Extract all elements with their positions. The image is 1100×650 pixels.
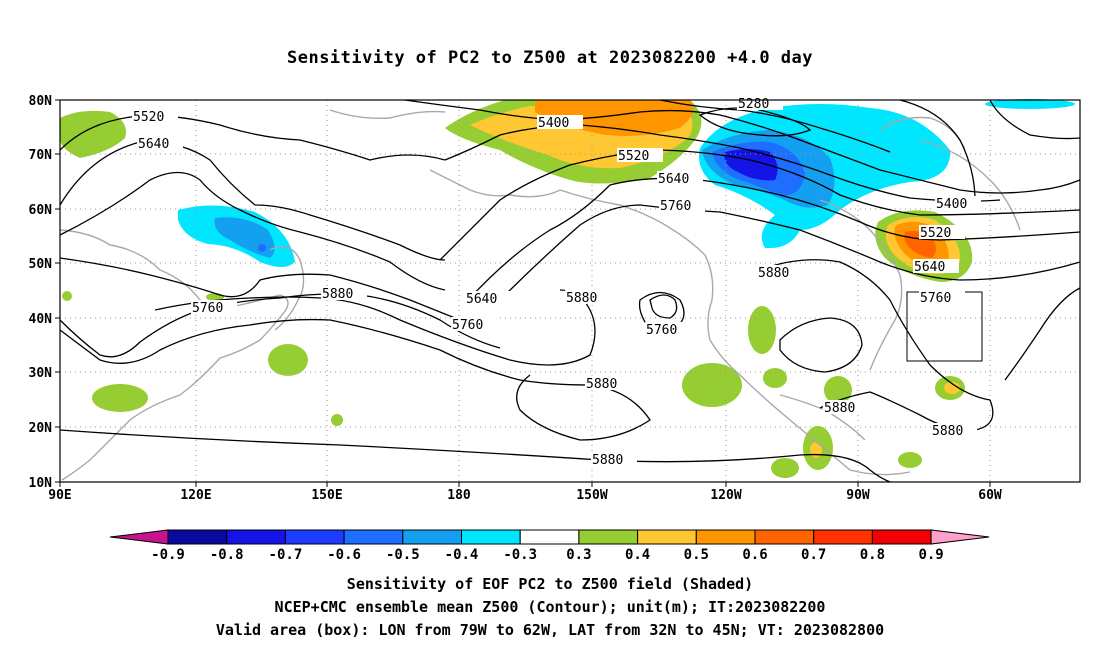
colorbar-swatch	[754, 529, 815, 545]
colorbar-label: 0.8	[860, 547, 885, 563]
shade-region-japan-core	[258, 244, 266, 252]
shade-region-siberia	[60, 110, 126, 158]
shade-patch-5	[763, 368, 787, 388]
contour-label: 5760	[646, 323, 677, 338]
colorbar-swatch	[695, 529, 756, 545]
shade-patch-7	[944, 382, 960, 394]
contour-label: 5520	[618, 149, 649, 164]
colorbar-swatch	[578, 529, 639, 545]
shade-patch-14	[331, 414, 343, 426]
contour-label: 5880	[592, 453, 623, 468]
colorbar-label: 0.7	[801, 547, 826, 563]
map-title: Sensitivity of PC2 to Z500 at 2023082200…	[286, 48, 813, 68]
colorbar-label: 0.9	[918, 547, 943, 563]
map-frame	[59, 99, 1081, 483]
contour-label: 5760	[192, 301, 223, 316]
lon-label: 180	[447, 488, 471, 503]
contour-label: 5520	[920, 226, 951, 241]
caption-line-3: Valid area (box): LON from 79W to 62W, L…	[215, 621, 885, 639]
contour-label: 5640	[658, 172, 689, 187]
shade-patch-11	[771, 458, 799, 478]
colorbar-labels: -0.9 -0.8 -0.7 -0.6 -0.5 -0.4 -0.3 0.3 0.4 0.5 0.6…	[151, 547, 944, 563]
colorbar-label: -0.3	[503, 547, 537, 563]
colorbar-label: -0.4	[445, 547, 479, 563]
longitude-labels: 90E 120E 150E 180 150W 120W 90W 60W	[48, 488, 1002, 503]
lon-label: 150E	[311, 488, 342, 503]
lon-label: 90E	[48, 488, 71, 503]
contour-label: 5760	[452, 318, 483, 333]
lat-label: 40N	[29, 312, 53, 327]
lon-label: 90W	[846, 488, 870, 503]
colorbar-label: 0.3	[566, 547, 591, 563]
lat-label: 30N	[29, 366, 53, 381]
caption-line-2: NCEP+CMC ensemble mean Z500 (Contour); u…	[274, 598, 826, 616]
colorbar-low-end	[109, 529, 169, 545]
colorbar-high-end	[930, 529, 990, 545]
contour-label: 5280	[738, 97, 769, 112]
contour-label: 5880	[322, 287, 353, 302]
contour-label: 5400	[538, 116, 569, 131]
colorbar-label: -0.9	[151, 547, 185, 563]
colorbar-label: 0.6	[742, 547, 767, 563]
colorbar-swatch	[637, 529, 697, 545]
contour-label: 5760	[920, 291, 951, 306]
shade-patch-4	[682, 363, 742, 407]
lat-label: 50N	[29, 257, 53, 272]
contour-labels: 5520 5640 5400 5280 5520 5640 5760 5400 …	[132, 96, 981, 468]
colorbar-label: -0.8	[210, 547, 244, 563]
shade-patch-16	[62, 291, 72, 301]
colorbar-swatch	[226, 529, 286, 545]
lon-label: 150W	[576, 488, 607, 503]
lon-label: 120W	[710, 488, 741, 503]
lat-label: 20N	[29, 421, 53, 436]
lat-label: 60N	[29, 203, 53, 218]
contour-label: 5880	[566, 291, 597, 306]
shade-patch-3	[748, 306, 776, 354]
shade-region-canada-core	[724, 149, 778, 181]
contour-label: 5520	[133, 110, 164, 125]
colorbar	[109, 529, 990, 545]
contour-label: 5880	[824, 401, 855, 416]
shade-patch-1	[268, 344, 308, 376]
contour-label: 5880	[586, 377, 617, 392]
lat-label: 10N	[29, 476, 53, 491]
colorbar-swatch	[813, 529, 873, 545]
shade-patch-8	[824, 376, 852, 404]
colorbar-swatch	[871, 529, 932, 545]
lat-label: 80N	[29, 94, 53, 109]
shade-patch-12	[898, 452, 922, 468]
axis-ticks	[55, 99, 991, 487]
contour-label: 5760	[660, 199, 691, 214]
caption-line-1: Sensitivity of EOF PC2 to Z500 field (Sh…	[346, 575, 754, 593]
lon-label: 60W	[978, 488, 1002, 503]
colorbar-label: -0.6	[327, 547, 361, 563]
colorbar-swatch	[402, 529, 462, 545]
latitude-labels: 80N 70N 60N 50N 40N 30N 20N 10N	[29, 94, 53, 491]
shading-layer	[60, 99, 1075, 478]
colorbar-label: -0.5	[386, 547, 420, 563]
colorbar-swatch	[167, 529, 228, 545]
lon-label: 120E	[180, 488, 211, 503]
contour-label: 5880	[932, 424, 963, 439]
contour-label: 5640	[914, 260, 945, 275]
contour-label: 5400	[936, 197, 967, 212]
colorbar-label: -0.7	[269, 547, 303, 563]
contour-label: 5880	[758, 266, 789, 281]
contour-label: 5640	[138, 137, 169, 152]
contour-label: 5640	[466, 292, 497, 307]
colorbar-label: 0.4	[625, 547, 650, 563]
colorbar-label: 0.5	[684, 547, 709, 563]
colorbar-swatch	[343, 529, 404, 545]
colorbar-swatch	[284, 529, 345, 545]
lat-label: 70N	[29, 148, 53, 163]
shade-patch-15	[985, 99, 1075, 109]
colorbar-swatch	[461, 529, 521, 545]
shade-patch-13	[92, 384, 148, 412]
colorbar-swatch	[519, 529, 580, 545]
